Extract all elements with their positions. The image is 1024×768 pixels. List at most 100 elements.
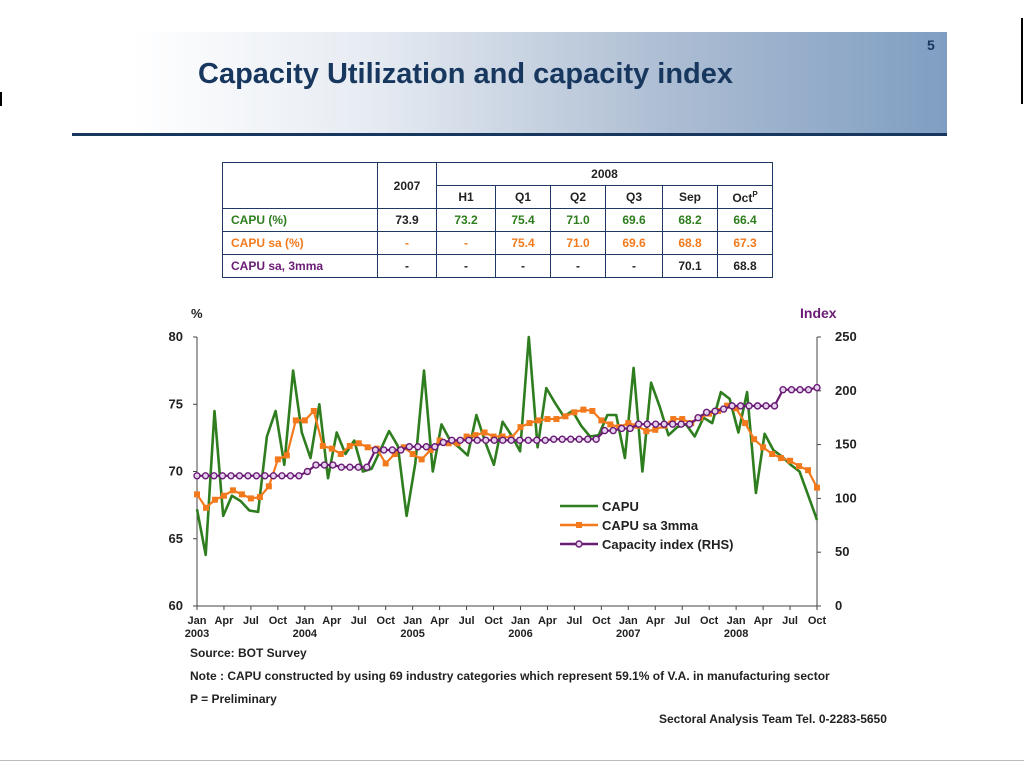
method-note: Note : CAPU constructed by using 69 indu… <box>190 669 830 683</box>
point-capu-sa-3mma <box>454 440 461 447</box>
point-capacity-index-rhs <box>753 402 762 410</box>
point-capacity-index-rhs <box>804 386 813 394</box>
point-capacity-index-rhs <box>643 420 651 428</box>
point-capacity-index-rhs <box>609 426 617 435</box>
point-capu-sa-3mma <box>787 457 794 464</box>
point-capu-sa-3mma <box>265 483 272 490</box>
point-capu-sa-3mma <box>382 460 389 467</box>
y-right-tick-label: 150 <box>835 437 857 452</box>
page-number: 5 <box>927 37 935 53</box>
point-capu-sa-3mma <box>760 444 767 451</box>
point-capacity-index-rhs <box>278 472 286 480</box>
point-capacity-index-rhs <box>312 461 320 469</box>
point-capu-sa-3mma <box>580 406 587 413</box>
x-tick-label: Jan <box>727 615 746 627</box>
point-capacity-index-rhs <box>660 420 668 428</box>
point-capu-sa-3mma <box>427 446 434 453</box>
chart-axes: 60 65 70 75 80 0 50 100 150 200 250% Index Jan Apr Jul… <box>169 305 857 640</box>
point-capacity-index-rhs <box>694 414 702 422</box>
chart-legend: CAPU CAPU sa 3mma Capacity index (RHS) <box>560 499 733 552</box>
point-capu-sa-3mma <box>769 451 776 458</box>
point-capacity-index-rhs <box>261 472 269 480</box>
point-capu-sa-3mma <box>517 424 524 431</box>
y-right-axis-label: Index <box>800 305 837 321</box>
x-tick-label: Jan <box>188 615 207 627</box>
point-capacity-index-rhs <box>431 443 439 451</box>
point-capacity-index-rhs <box>465 436 473 444</box>
oct-superscript: P <box>752 189 758 199</box>
table-row-capu-3mma: CAPU sa, 3mma - - - - - 70.1 68.8 <box>222 254 773 278</box>
point-capu-sa-3mma <box>391 451 398 458</box>
title-rule <box>72 133 947 136</box>
x-tick-label: Jan <box>619 615 638 627</box>
point-capacity-index-rhs <box>626 424 634 433</box>
point-capacity-index-rhs <box>473 436 481 444</box>
point-capacity-index-rhs <box>193 472 201 480</box>
point-capacity-index-rhs <box>397 446 405 454</box>
x-tick-label: Jan <box>295 615 314 627</box>
point-capu-sa-3mma <box>625 420 632 427</box>
point-capu-sa-3mma <box>607 421 614 428</box>
point-capu-sa-3mma <box>364 444 371 451</box>
point-capu-sa-3mma <box>643 428 650 435</box>
x-tick-label: Oct <box>484 615 503 627</box>
y-right-tick-label: 50 <box>835 544 849 559</box>
point-capu-sa-3mma <box>724 402 731 409</box>
point-capu-sa-3mma <box>481 429 488 436</box>
legend-label-capu: CAPU <box>602 499 639 514</box>
point-capacity-index-rhs <box>728 402 736 410</box>
point-capacity-index-rhs <box>329 461 337 469</box>
point-capu-sa-3mma <box>598 417 605 424</box>
point-capacity-index-rhs <box>201 472 210 480</box>
point-capacity-index-rhs <box>516 436 524 444</box>
point-capu-sa-3mma <box>490 433 497 440</box>
point-capu-sa-3mma <box>796 463 803 470</box>
sub-header-q3: Q3 <box>605 185 663 209</box>
point-capacity-index-rhs <box>524 436 532 444</box>
point-capacity-index-rhs <box>583 435 592 443</box>
point-capu-sa-3mma <box>418 456 425 463</box>
point-capacity-index-rhs <box>558 435 566 443</box>
x-tick-label: Jul <box>566 615 582 627</box>
x-tick-label: Apr <box>646 615 666 627</box>
point-capacity-index-rhs <box>286 472 295 480</box>
point-capu-sa-3mma <box>328 445 335 452</box>
point-capacity-index-rhs <box>787 386 796 394</box>
x-tick-label: Apr <box>538 615 558 627</box>
x-year-label: 2004 <box>293 628 318 640</box>
y-right-tick-label: 250 <box>835 329 857 344</box>
point-capacity-index-rhs <box>295 472 303 480</box>
cell-capu-q3: 69.6 <box>605 208 663 232</box>
legend-label-capacity-index-rhs: Capacity index (RHS) <box>602 537 733 552</box>
point-capu-sa-3mma <box>256 494 263 501</box>
point-capacity-index-rhs <box>719 405 728 413</box>
point-capu-sa-3mma <box>553 416 560 423</box>
point-capu-sa-3mma <box>301 417 308 424</box>
point-capu-sa-3mma <box>526 420 533 427</box>
point-capacity-index-rhs <box>770 402 779 410</box>
point-capacity-index-rhs <box>337 463 346 471</box>
x-tick-label: Jul <box>459 615 475 627</box>
point-capu-sa-3mma <box>751 436 758 443</box>
right-edge-tick <box>1021 18 1023 104</box>
series-line-capu-sa-3mma <box>196 404 818 509</box>
legend-marker-capacity-index-rhs <box>575 540 583 548</box>
cell-capu-q2: 71.0 <box>550 208 606 232</box>
cell-3mma-q2: - <box>550 254 606 278</box>
point-capacity-index-rhs <box>685 420 694 428</box>
point-capacity-index-rhs <box>388 446 397 454</box>
point-capu-sa-3mma <box>544 416 551 423</box>
x-tick-label: Jan <box>403 615 422 627</box>
y-right-tick-label: 100 <box>835 490 857 505</box>
x-year-label: 2005 <box>400 628 424 640</box>
point-capacity-index-rhs <box>651 420 660 428</box>
x-tick-label: Apr <box>214 615 234 627</box>
left-edge-tick <box>0 92 2 106</box>
point-capacity-index-rhs <box>303 467 312 476</box>
point-capu-sa-3mma <box>652 426 659 433</box>
point-capacity-index-rhs <box>380 446 388 454</box>
point-capu-sa-3mma <box>274 456 281 463</box>
y-left-tick-label: 70 <box>169 464 183 479</box>
chart-series <box>193 335 821 557</box>
